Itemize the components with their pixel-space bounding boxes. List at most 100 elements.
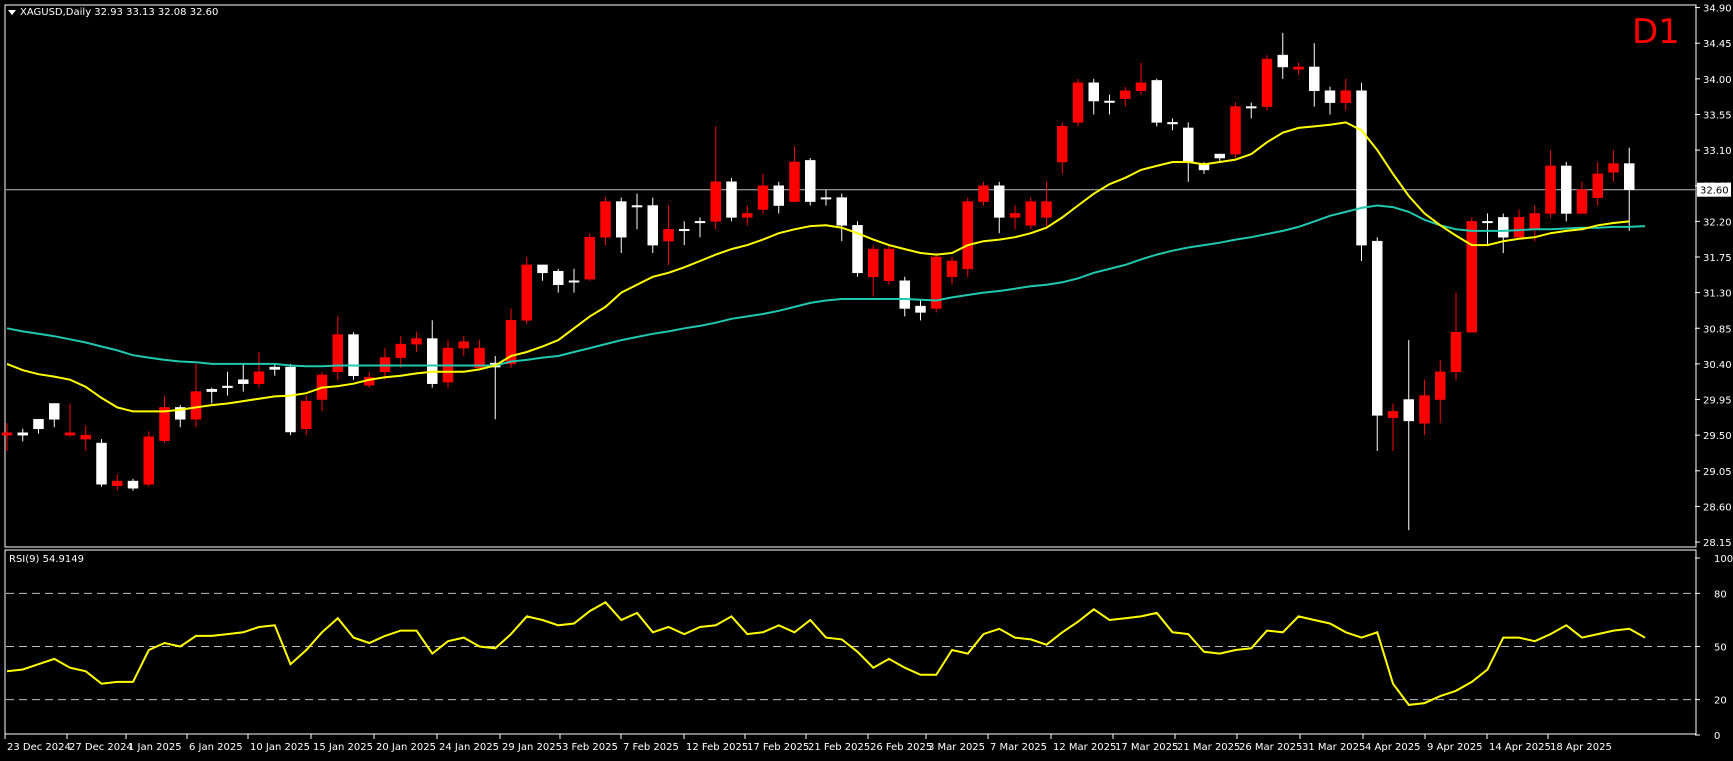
candle-body-bear xyxy=(411,338,422,345)
time-tick-label: 24 Jan 2025 xyxy=(439,742,499,753)
time-tick-label: 20 Jan 2025 xyxy=(376,742,436,753)
time-tick-label: 12 Feb 2025 xyxy=(686,742,748,753)
dropdown-triangle-icon[interactable] xyxy=(8,10,16,15)
time-tick-label: 31 Mar 2025 xyxy=(1302,742,1365,753)
candle-body-bull xyxy=(285,366,296,433)
candle xyxy=(931,253,942,313)
rsi-line xyxy=(6,601,1646,706)
candle-body-bear xyxy=(190,391,202,420)
candle-body-bear xyxy=(301,400,312,430)
candle-body-bear xyxy=(742,213,753,218)
candle-body-bull xyxy=(773,185,784,206)
candle-body-bear xyxy=(112,480,123,487)
candle-body-bear xyxy=(931,256,942,309)
candle-body-bull xyxy=(1324,90,1336,103)
time-tick-label: 17 Feb 2025 xyxy=(747,742,809,753)
candle-body-bull xyxy=(726,181,737,218)
candle xyxy=(206,387,217,404)
candle-body-bear xyxy=(458,341,469,349)
candle-body-bear xyxy=(1025,201,1036,226)
candle-body-bull xyxy=(1088,82,1099,102)
candle xyxy=(789,146,800,202)
time-tick-label: 21 Mar 2025 xyxy=(1177,742,1240,753)
current-price-tag: 32.60 xyxy=(1700,186,1729,197)
candle-body-bear xyxy=(883,248,895,282)
candle xyxy=(427,320,438,388)
candle-body-bear xyxy=(80,434,91,440)
price-panel-frame xyxy=(4,4,1697,548)
price-tick-label: 30.85 xyxy=(1703,324,1732,335)
candle-body-bull xyxy=(1482,221,1493,224)
candle xyxy=(332,316,343,380)
candle-body-bull xyxy=(694,221,706,224)
candle xyxy=(1009,205,1021,230)
candle-body-bull xyxy=(1624,163,1635,190)
candle-body-bear xyxy=(962,201,973,270)
time-tick-label: 3 Feb 2025 xyxy=(562,742,618,753)
time-tick-label: 26 Feb 2025 xyxy=(870,742,932,753)
candle xyxy=(1277,32,1288,79)
candle xyxy=(521,256,532,325)
candle-body-bull xyxy=(836,197,847,226)
candle xyxy=(1324,86,1336,115)
candle xyxy=(1167,118,1178,131)
candle xyxy=(1293,63,1304,75)
time-tick-label: 15 Jan 2025 xyxy=(313,742,373,753)
candle-body-bear xyxy=(1057,126,1068,163)
current-price-tag-bg xyxy=(1697,182,1731,197)
price-tick-label: 29.95 xyxy=(1703,396,1732,407)
ma-slow-line xyxy=(6,204,1646,368)
time-tick-label: 7 Feb 2025 xyxy=(623,742,679,753)
time-tick-label: 21 Feb 2025 xyxy=(808,742,870,753)
candle-body-bear xyxy=(1135,82,1147,91)
time-tick-label: 4 Apr 2025 xyxy=(1365,742,1420,753)
candle-body-bear xyxy=(584,236,595,280)
candle xyxy=(1261,55,1273,111)
price-tick-label: 31.75 xyxy=(1703,253,1732,264)
candle xyxy=(222,371,233,396)
candle-body-bull xyxy=(647,205,658,246)
time-tick-label: 12 Mar 2025 xyxy=(1053,742,1116,753)
candle-body-bear xyxy=(1529,213,1540,230)
candle xyxy=(1025,197,1036,230)
candle xyxy=(1466,217,1477,333)
candle xyxy=(253,352,265,388)
candle xyxy=(1435,359,1446,424)
candle-body-bull xyxy=(238,379,249,384)
candle-body-bull xyxy=(537,264,548,274)
candle-body-bull xyxy=(427,338,438,384)
price-tick-label: 32.20 xyxy=(1703,217,1732,228)
candle xyxy=(1,423,13,451)
rsi-level-lines xyxy=(6,592,1695,701)
candle-body-bull xyxy=(820,197,832,200)
candle-body-bear xyxy=(1072,82,1084,123)
time-tick-label: 1 Jan 2025 xyxy=(128,742,182,753)
candle xyxy=(1151,78,1162,127)
candle-body-bull xyxy=(1214,153,1225,159)
candle-body-bear xyxy=(710,181,721,222)
candle xyxy=(742,205,753,226)
candle xyxy=(883,245,895,285)
candle xyxy=(1450,292,1462,380)
candle-body-bull xyxy=(348,334,359,377)
candle-body-bull xyxy=(33,419,44,430)
candle xyxy=(616,197,627,254)
candle-body-bear xyxy=(663,229,674,242)
time-tick-label: 26 Mar 2025 xyxy=(1239,742,1302,753)
price-tick-label: 33.55 xyxy=(1703,110,1732,121)
candle-body-bear xyxy=(395,343,406,358)
candle-body-bear xyxy=(159,407,170,441)
candle-body-bear xyxy=(1230,106,1241,155)
candle xyxy=(474,340,485,369)
candle xyxy=(1135,63,1147,95)
candle-body-bull xyxy=(1356,90,1367,246)
candle xyxy=(978,181,989,206)
candle-body-bull xyxy=(17,432,28,436)
candle-body-bull xyxy=(269,366,280,370)
rsi-tick-label: 20 xyxy=(1714,696,1727,707)
candle xyxy=(1561,161,1572,222)
candle xyxy=(1372,237,1383,451)
candle-body-bear xyxy=(521,264,532,321)
